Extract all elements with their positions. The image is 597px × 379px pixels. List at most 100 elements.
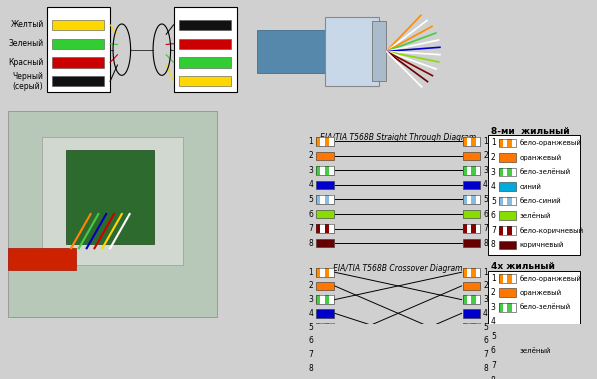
Text: 6: 6	[491, 211, 496, 220]
Text: 2: 2	[309, 151, 313, 160]
Text: 3: 3	[483, 166, 488, 175]
Text: 8-ми  жильный: 8-ми жильный	[491, 127, 570, 136]
Bar	[498, 197, 516, 205]
Bar	[316, 239, 334, 247]
Bar	[498, 347, 516, 355]
Text: 6: 6	[483, 210, 488, 219]
Bar	[463, 268, 480, 277]
Text: 6: 6	[491, 346, 496, 356]
Bar	[463, 282, 480, 290]
Bar	[472, 137, 476, 146]
Bar	[316, 268, 321, 277]
Bar	[503, 139, 507, 147]
Text: 1: 1	[483, 268, 488, 277]
Bar	[316, 295, 334, 304]
Text: 2: 2	[309, 282, 313, 290]
Bar	[498, 211, 516, 220]
Text: 5: 5	[483, 323, 488, 332]
Bar	[498, 197, 503, 205]
Bar	[472, 195, 476, 204]
Bar	[316, 224, 334, 233]
Bar	[472, 268, 476, 277]
Bar	[325, 195, 330, 204]
Bar	[53, 57, 104, 67]
Bar	[53, 20, 104, 30]
Text: 4: 4	[308, 309, 313, 318]
Bar	[47, 7, 110, 92]
Bar	[512, 274, 516, 282]
Text: 5: 5	[308, 195, 313, 204]
Text: Красный: Красный	[8, 58, 44, 67]
Bar	[463, 323, 480, 331]
Bar	[53, 39, 104, 49]
Text: оранжевый: оранжевый	[519, 290, 561, 296]
Bar	[463, 224, 467, 233]
Bar	[316, 195, 321, 204]
Text: 7: 7	[483, 350, 488, 359]
Bar	[476, 224, 480, 233]
Bar	[463, 350, 480, 359]
Text: 4х жильный: 4х жильный	[491, 262, 555, 271]
Text: Черный
(серый): Черный (серый)	[13, 72, 44, 91]
Bar	[325, 224, 330, 233]
Bar	[472, 224, 476, 233]
Bar	[507, 139, 512, 147]
Bar	[472, 295, 476, 304]
Text: 8: 8	[491, 240, 496, 249]
Bar	[330, 224, 334, 233]
Text: 1: 1	[483, 137, 488, 146]
Bar	[507, 274, 512, 282]
Bar	[316, 268, 334, 277]
Bar	[463, 268, 467, 277]
Text: бело-зелёный: бело-зелёный	[519, 169, 570, 175]
Text: 2: 2	[483, 151, 488, 160]
Bar	[316, 181, 334, 189]
Text: 7: 7	[483, 224, 488, 233]
Text: 6: 6	[308, 210, 313, 219]
Bar	[463, 323, 467, 331]
Text: 4: 4	[491, 182, 496, 191]
Bar	[321, 137, 325, 146]
Bar	[180, 76, 231, 86]
Bar	[467, 224, 472, 233]
Text: 2: 2	[491, 153, 496, 162]
Text: бело-зелёный: бело-зелёный	[519, 304, 570, 310]
Bar	[463, 364, 480, 373]
Bar	[463, 337, 480, 345]
Bar	[330, 323, 334, 331]
Bar	[325, 295, 330, 304]
Bar	[180, 57, 231, 67]
Bar	[316, 166, 334, 175]
Bar	[463, 309, 480, 318]
Text: 5: 5	[308, 323, 313, 332]
Text: зелёный: зелёный	[519, 348, 550, 354]
Bar	[316, 323, 321, 331]
Bar	[488, 271, 580, 379]
Text: 8: 8	[309, 363, 313, 373]
Bar	[498, 139, 503, 147]
Bar	[498, 139, 516, 147]
Bar	[463, 166, 480, 175]
Text: 3: 3	[483, 295, 488, 304]
Bar	[476, 166, 480, 175]
Bar	[330, 195, 334, 204]
Bar	[498, 303, 516, 312]
Bar	[463, 152, 480, 160]
Bar	[316, 364, 334, 373]
Bar	[325, 137, 330, 146]
Bar	[372, 21, 386, 81]
Text: 3: 3	[308, 295, 313, 304]
Bar	[512, 139, 516, 147]
Bar	[325, 166, 330, 175]
Bar	[330, 350, 334, 359]
Bar	[498, 153, 516, 162]
Bar	[463, 137, 480, 146]
Bar	[512, 168, 516, 176]
Bar	[8, 111, 217, 317]
Bar	[316, 309, 334, 318]
Bar	[463, 166, 467, 175]
Text: 1: 1	[491, 138, 496, 147]
Text: 3: 3	[491, 168, 496, 177]
Bar	[325, 268, 330, 277]
Bar	[498, 226, 503, 235]
